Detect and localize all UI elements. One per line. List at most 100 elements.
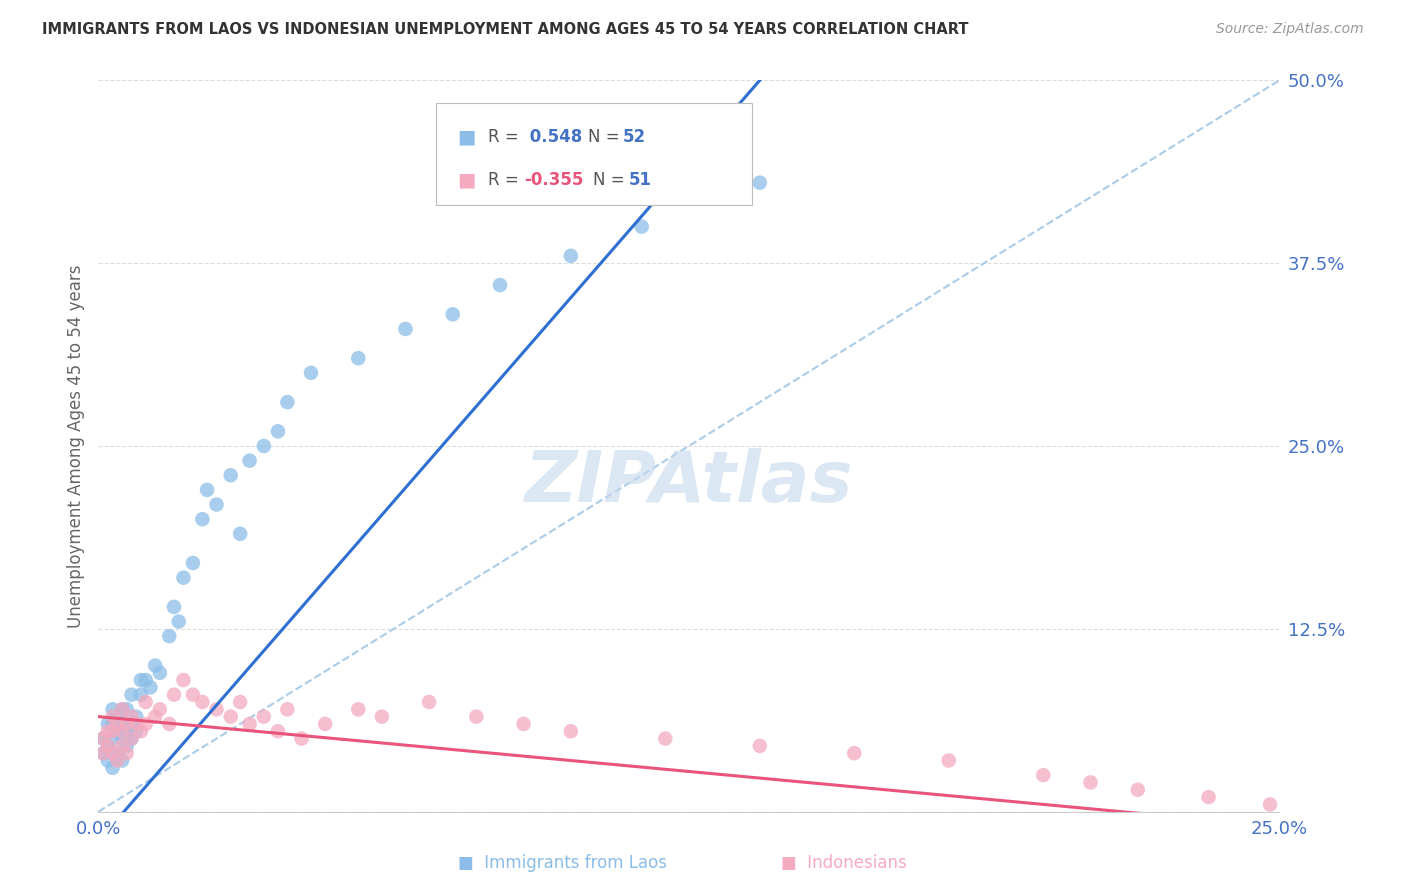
Text: ■  Indonesians: ■ Indonesians (780, 855, 907, 872)
Point (135, 695, 157, 709)
Point (115, 717, 138, 731)
Point (97, 754, 120, 768)
Point (512, 717, 534, 731)
Text: 0.548: 0.548 (524, 128, 582, 146)
Point (129, 688, 152, 702)
Point (143, 658, 166, 673)
Point (1198, 790, 1220, 805)
Point (560, 724, 582, 739)
Point (163, 599, 186, 614)
Point (105, 746, 128, 760)
Text: ZIPAtlas: ZIPAtlas (524, 448, 853, 517)
Point (101, 709, 124, 723)
Point (91, 731, 114, 746)
Text: ■  Immigrants from Laos: ■ Immigrants from Laos (458, 855, 666, 872)
Point (239, 717, 262, 731)
Point (560, 249, 582, 263)
Text: Source: ZipAtlas.com: Source: ZipAtlas.com (1216, 22, 1364, 37)
Point (229, 695, 252, 709)
Point (219, 709, 242, 723)
Point (91, 746, 114, 760)
Point (1032, 768, 1054, 782)
Point (314, 717, 336, 731)
Point (630, 219, 652, 234)
Text: N =: N = (588, 128, 624, 146)
Point (441, 307, 464, 321)
Point (101, 761, 124, 775)
Point (111, 724, 134, 739)
Point (149, 702, 172, 716)
Point (347, 702, 370, 716)
Point (181, 688, 204, 702)
Y-axis label: Unemployment Among Ages 45 to 54 years: Unemployment Among Ages 45 to 54 years (66, 264, 84, 628)
Point (276, 702, 298, 716)
Point (121, 717, 143, 731)
Point (125, 717, 148, 731)
Point (121, 709, 143, 723)
Point (115, 746, 138, 760)
Point (129, 673, 152, 687)
Point (489, 278, 512, 293)
Point (101, 702, 124, 716)
Point (172, 673, 194, 687)
Point (125, 709, 148, 723)
Point (105, 709, 128, 723)
Point (229, 526, 252, 541)
Point (97, 724, 120, 739)
Point (844, 746, 866, 760)
Point (143, 709, 166, 723)
Point (191, 512, 214, 526)
Point (748, 176, 770, 190)
Point (111, 702, 134, 716)
Point (149, 665, 172, 680)
Point (91, 746, 114, 760)
Point (418, 695, 440, 709)
Point (267, 425, 290, 439)
Point (157, 717, 180, 731)
Point (111, 731, 134, 746)
Point (139, 681, 162, 695)
Point (195, 483, 218, 497)
Point (101, 731, 124, 746)
Point (121, 688, 143, 702)
Text: ■: ■ (457, 170, 475, 190)
Point (111, 717, 134, 731)
Text: -0.355: -0.355 (524, 171, 583, 189)
Point (748, 739, 770, 753)
Point (91, 731, 114, 746)
Point (111, 739, 134, 753)
Point (105, 754, 128, 768)
Point (191, 695, 214, 709)
Point (97, 717, 120, 731)
Text: ■: ■ (457, 128, 475, 146)
Point (205, 498, 228, 512)
Point (654, 731, 676, 746)
Point (125, 724, 148, 739)
Point (115, 702, 138, 716)
Point (394, 322, 416, 336)
Point (105, 717, 128, 731)
Point (115, 724, 138, 739)
Point (371, 709, 394, 723)
Point (276, 395, 298, 409)
Point (111, 702, 134, 716)
Point (1258, 797, 1281, 812)
Point (299, 366, 322, 380)
Point (115, 739, 138, 753)
Text: IMMIGRANTS FROM LAOS VS INDONESIAN UNEMPLOYMENT AMONG AGES 45 TO 54 YEARS CORREL: IMMIGRANTS FROM LAOS VS INDONESIAN UNEMP… (42, 22, 969, 37)
Point (97, 739, 120, 753)
Point (121, 731, 143, 746)
Point (111, 754, 134, 768)
Point (1080, 775, 1102, 789)
Point (205, 702, 228, 716)
Point (267, 724, 290, 739)
Text: N =: N = (593, 171, 630, 189)
Point (347, 351, 370, 366)
Point (121, 731, 143, 746)
Point (167, 615, 190, 629)
Point (163, 688, 186, 702)
Point (253, 439, 276, 453)
Point (101, 717, 124, 731)
Point (1126, 782, 1149, 797)
Point (938, 754, 960, 768)
